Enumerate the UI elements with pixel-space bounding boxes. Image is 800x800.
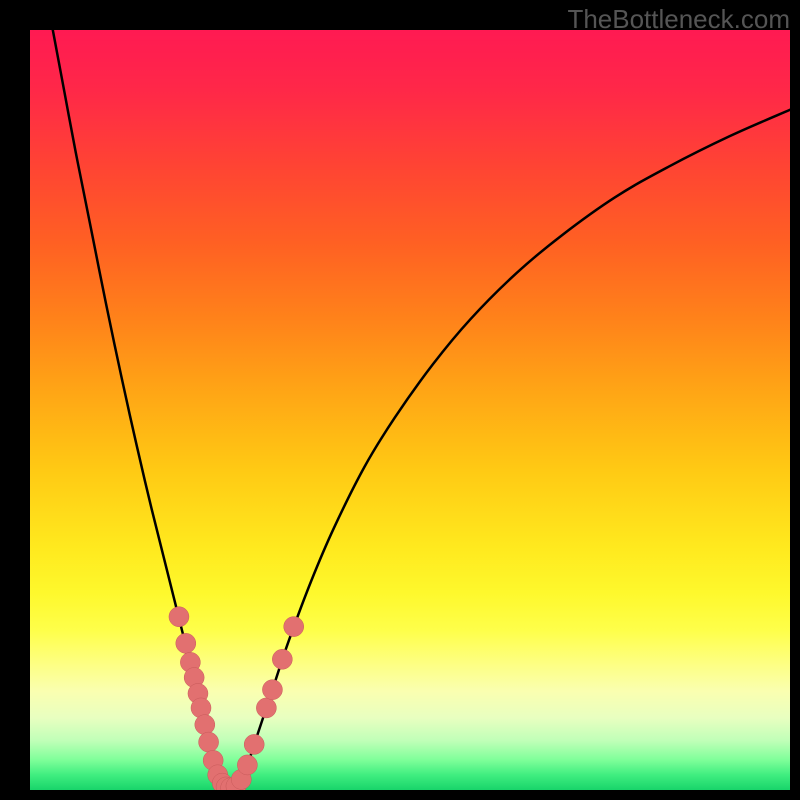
data-marker bbox=[199, 732, 219, 752]
data-marker bbox=[272, 649, 292, 669]
data-marker bbox=[256, 698, 276, 718]
data-marker bbox=[169, 607, 189, 627]
data-marker bbox=[176, 633, 196, 653]
curve-right-branch bbox=[226, 110, 790, 788]
data-marker bbox=[284, 617, 304, 637]
chart-frame: TheBottleneck.com bbox=[0, 0, 800, 800]
curve-overlay bbox=[0, 0, 800, 800]
data-marker bbox=[237, 755, 257, 775]
data-marker bbox=[244, 734, 264, 754]
data-marker bbox=[262, 680, 282, 700]
data-marker bbox=[195, 715, 215, 735]
